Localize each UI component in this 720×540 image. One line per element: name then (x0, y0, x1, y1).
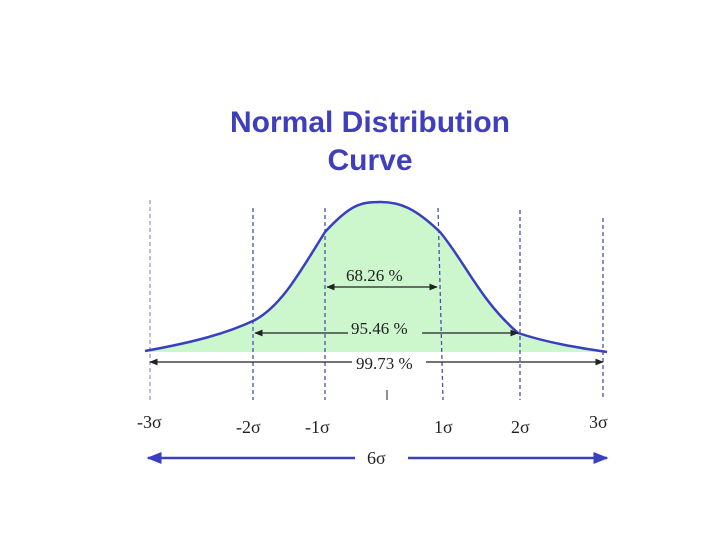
page-title: Normal Distribution Curve (0, 104, 720, 180)
sigma-label-plus-2: 2σ (511, 417, 530, 437)
sigma-label-plus-3: 3σ (589, 412, 608, 432)
sigma-label-minus-2: -2σ (236, 417, 261, 437)
label-68: 68.26 % (346, 266, 403, 285)
label-95: 95.46 % (351, 319, 408, 338)
sigma-label-minus-3: -3σ (137, 412, 162, 432)
label-99: 99.73 % (356, 354, 413, 373)
title-line-2: Curve (327, 144, 413, 177)
span-label-6sigma: 6σ (367, 448, 386, 468)
title-line-1: Normal Distribution (229, 106, 510, 139)
sigma-label-plus-1: 1σ (434, 417, 453, 437)
sigma-label-minus-1: -1σ (305, 417, 330, 437)
